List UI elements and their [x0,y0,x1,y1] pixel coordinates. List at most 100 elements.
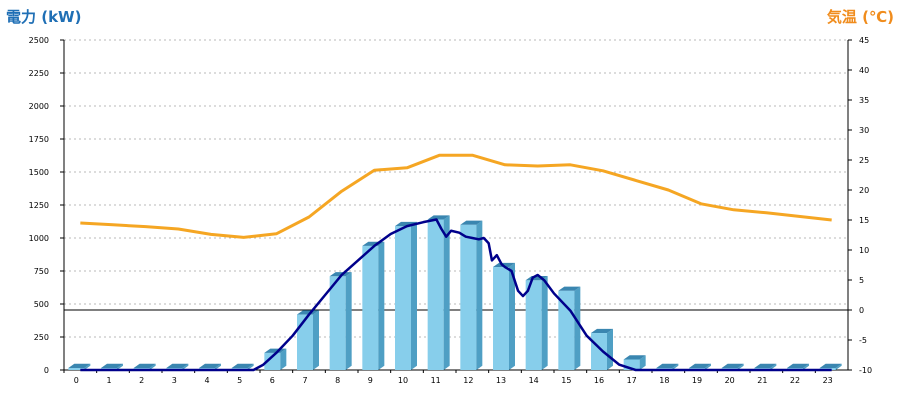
power-bar-side [835,363,842,370]
power-line [80,218,832,372]
right-tick-label: 40 [859,66,869,75]
x-tick-label: 14 [529,376,539,385]
power-bar [362,241,385,370]
right-tick-label: -5 [859,336,867,345]
power-bar-side [345,272,352,370]
x-tick-label: 2 [139,376,144,385]
left-tick-label: 1500 [29,168,49,177]
power-bar-side [737,363,744,370]
power-bar-side [411,221,417,370]
power-bar-top [166,363,189,368]
power-bar-top [689,363,711,368]
power-bar-front [460,224,477,370]
power-bar-top [101,363,123,368]
power-bar-top [656,363,679,368]
power-bar-side [182,363,189,370]
power-bar-side [574,286,581,370]
x-tick-label: 6 [270,376,275,385]
x-tick-label: 10 [398,376,408,385]
x-tick-label: 17 [627,376,637,385]
power-bar-front [329,276,346,370]
left-tick-label: 750 [34,267,49,276]
power-bar [493,262,515,370]
right-tick-label: 25 [859,156,869,165]
x-tick-label: 19 [692,376,702,385]
power-bar-side [705,363,711,370]
x-tick-label: 23 [823,376,833,385]
left-tick-label: 2500 [29,36,49,45]
left-tick-label: 2000 [29,102,49,111]
right-tick-label: 45 [859,36,869,45]
power-bar-front [264,352,281,370]
power-bar [329,272,352,370]
x-tick-label: 18 [659,376,669,385]
power-bar-front [362,245,379,370]
x-tick-label: 13 [496,376,506,385]
power-bar [525,276,548,370]
power-bar-front [525,280,542,370]
power-bar-side [84,363,91,370]
power-bar-top [623,355,646,360]
power-bar [460,220,483,370]
x-tick-label: 12 [463,376,473,385]
power-bar-side [476,220,483,370]
left-tick-label: 250 [34,333,49,342]
power-bar-side [541,276,548,370]
x-tick-label: 20 [725,376,735,385]
right-tick-label: 20 [859,186,869,195]
right-tick-label: 35 [859,96,869,105]
power-bar-top [297,310,319,315]
power-bar-front [297,314,313,370]
x-tick-label: 3 [172,376,177,385]
power-bar [558,286,581,370]
power-bar-top [68,363,91,368]
x-tick-label: 5 [237,376,242,385]
power-bar-side [443,215,450,370]
power-bar-side [247,363,254,370]
power-bar-top [558,286,581,291]
power-bar-top [231,363,254,368]
x-tick-label: 21 [757,376,767,385]
x-tick-label: 0 [74,376,79,385]
power-bar-top [787,363,809,368]
power-bar-side [770,363,777,370]
right-tick-label: 30 [859,126,869,135]
power-bar-top [754,363,777,368]
power-bar-top [329,272,352,277]
power-bar-side [378,241,385,370]
left-tick-label: 0 [44,366,49,375]
right-tick-label: 0 [859,306,864,315]
x-tick-label: 4 [204,376,209,385]
power-bar-top [460,220,483,225]
power-bar-side [639,355,646,370]
right-axis-title: 気温 (℃) [826,8,894,26]
power-bar-front [427,219,444,370]
power-bar-front [623,359,640,370]
power-bar-side [509,262,515,370]
power-bar [297,310,319,370]
right-tick-label: 5 [859,276,864,285]
left-axis-title: 電力 (kW) [6,8,82,26]
left-tick-label: 1000 [29,234,49,243]
left-tick-label: 1250 [29,201,49,210]
left-tick-label: 2250 [29,69,49,78]
x-tick-label: 11 [431,376,441,385]
power-bar-front [558,290,575,370]
power-bar-side [313,310,319,370]
power-bar-side [117,363,123,370]
power-bar [623,355,646,370]
power-bar-top [819,363,842,368]
power-bar-front [493,267,509,370]
left-tick-label: 1750 [29,135,49,144]
power-bar [68,363,91,370]
right-tick-label: -10 [859,366,872,375]
right-tick-label: 15 [859,216,869,225]
x-tick-label: 22 [790,376,800,385]
left-tick-label: 500 [34,300,49,309]
power-bar [427,215,450,370]
power-bar-side [803,363,809,370]
power-bar-side [672,363,679,370]
x-tick-label: 9 [368,376,373,385]
power-bar [395,221,417,370]
